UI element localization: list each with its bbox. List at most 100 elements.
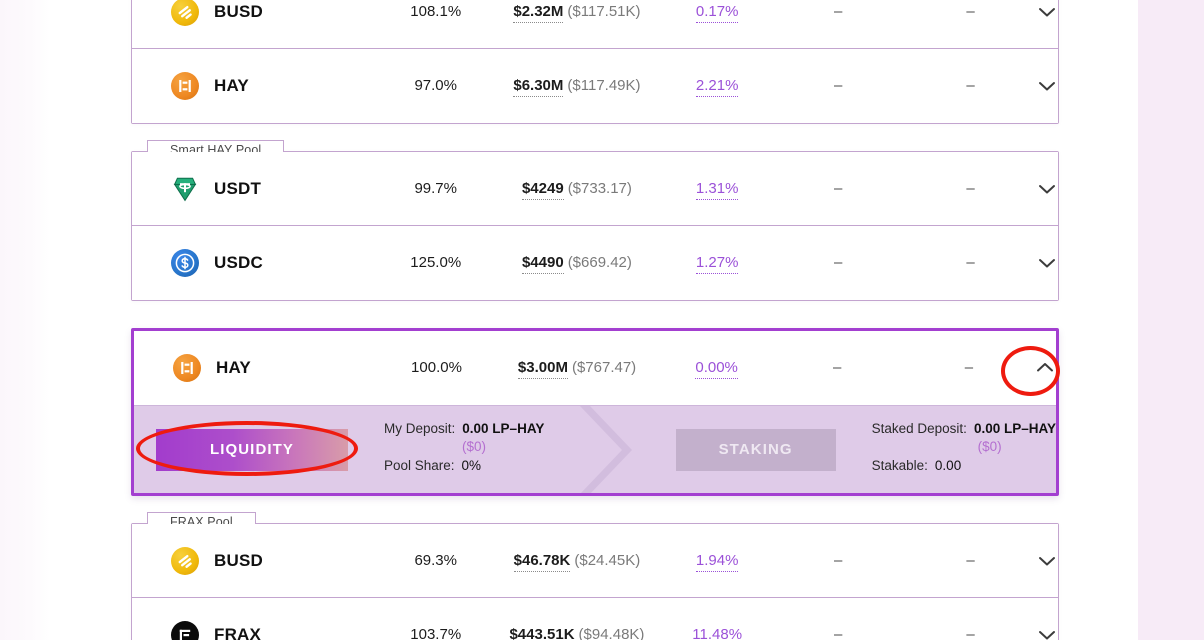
utilization-cell: 125.0%	[381, 254, 491, 272]
apy-cell: 11.48%	[663, 626, 771, 640]
empty-value: –	[834, 179, 843, 197]
expand-toggle[interactable]	[1036, 1, 1058, 23]
pool-size-value[interactable]: $2.32M	[513, 2, 564, 23]
pool-size-value[interactable]: $3.00M	[517, 359, 568, 379]
pool-size-cell: $6.30M ($117.49K)	[491, 77, 663, 97]
stakable-row: Stakable: 0.00	[872, 459, 1056, 473]
chevron-down-icon[interactable]	[1036, 75, 1058, 97]
pool-share-row: Pool Share: 0%	[384, 459, 544, 473]
chevron-up-icon[interactable]	[1034, 357, 1056, 379]
apy-value[interactable]: 2.21%	[695, 77, 739, 97]
apy-cell: 0.17%	[663, 2, 771, 23]
reward-cell-2: –	[905, 626, 1036, 640]
empty-value: –	[966, 626, 975, 640]
utilization-cell: 97.0%	[381, 77, 491, 95]
expand-toggle[interactable]	[1036, 624, 1058, 640]
pool-size-secondary: ($117.51K)	[567, 2, 641, 20]
pool-size-value[interactable]: $443.51K	[509, 626, 575, 640]
my-deposit-value: 0.00 LP–HAY	[462, 420, 545, 436]
pool-card: Smart HAY Pool USDT 99.7% $4249 ($733.17) 1.3…	[131, 140, 1059, 301]
pool-size-secondary: ($733.17)	[567, 179, 632, 197]
staking-button[interactable]: STAKING	[675, 428, 836, 471]
asset-row[interactable]: FRAX 103.7% $443.51K ($94.48K) 11.48% – –	[132, 598, 1058, 640]
page-right-gutter	[1138, 0, 1204, 640]
utilization-value: 103.7%	[410, 626, 462, 640]
asset-row[interactable]: BUSD 108.1% $2.32M ($117.51K) 0.17% – –	[132, 0, 1058, 49]
staked-deposit-label: Staked Deposit:	[871, 420, 967, 436]
pool-size-value[interactable]: $46.78K	[513, 551, 571, 572]
apy-value[interactable]: 0.00%	[695, 359, 738, 379]
utilization-value: 69.3%	[414, 551, 457, 569]
empty-value: –	[832, 359, 842, 376]
expand-toggle[interactable]	[1036, 550, 1058, 572]
reward-cell-1: –	[771, 180, 905, 198]
utilization-value: 125.0%	[410, 254, 462, 271]
reward-cell-1: –	[771, 77, 905, 95]
chevron-down-icon[interactable]	[1036, 624, 1058, 640]
empty-value: –	[834, 254, 843, 271]
pool-size-secondary: ($117.49K)	[567, 77, 641, 94]
utilization-value: 99.7%	[414, 179, 457, 197]
utilization-value: 100.0%	[411, 359, 462, 376]
liquidity-stats: My Deposit: 0.00 LP–HAY ($0) Pool Share: 0%	[384, 422, 544, 478]
reward-cell-2: –	[905, 552, 1036, 570]
page-left-gutter	[0, 0, 50, 640]
pool-size-value[interactable]: $6.30M	[513, 77, 564, 97]
asset-cell: BUSD	[132, 0, 381, 26]
liquidity-button[interactable]: LIQUIDITY	[156, 428, 348, 471]
expand-toggle[interactable]	[1036, 178, 1058, 200]
expand-toggle[interactable]	[1034, 357, 1056, 379]
reward-cell-1: –	[771, 626, 905, 640]
asset-name: BUSD	[214, 1, 263, 21]
apy-cell: 1.31%	[663, 179, 771, 200]
pool-size-value[interactable]: $4249	[521, 179, 564, 200]
busd-coin-icon	[171, 0, 199, 26]
apy-value[interactable]: 1.31%	[695, 179, 739, 200]
asset-cell: USDT	[132, 175, 381, 203]
empty-value: –	[834, 626, 843, 640]
utilization-cell: 108.1%	[381, 3, 491, 21]
asset-name: USDC	[214, 253, 263, 272]
apy-cell: 0.00%	[663, 359, 771, 379]
reward-cell-2: –	[904, 359, 1034, 377]
asset-cell: HAY	[134, 354, 382, 382]
empty-value: –	[834, 77, 843, 94]
asset-row[interactable]: USDC 125.0% $4490 ($669.42) 1.27% – –	[132, 226, 1058, 300]
chevron-down-icon[interactable]	[1036, 252, 1058, 274]
my-deposit-row: My Deposit: 0.00 LP–HAY	[384, 422, 544, 436]
asset-cell: FRAX	[132, 621, 381, 640]
pool-size-cell: $2.32M ($117.51K)	[491, 2, 663, 23]
apy-value[interactable]: 0.17%	[695, 2, 739, 23]
empty-value: –	[966, 551, 975, 569]
asset-name: USDT	[214, 178, 262, 198]
reward-cell-2: –	[905, 254, 1036, 272]
utilization-cell: 100.0%	[382, 359, 492, 377]
utilization-cell: 99.7%	[381, 180, 491, 198]
chevron-down-icon[interactable]	[1036, 550, 1058, 572]
pool-size-value[interactable]: $4490	[521, 254, 564, 274]
apy-value[interactable]: 11.48%	[692, 626, 743, 640]
apy-cell: 1.94%	[663, 551, 771, 572]
pool-size-cell: $46.78K ($24.45K)	[491, 551, 663, 572]
pool-size-cell: $4490 ($669.42)	[491, 254, 663, 274]
asset-row[interactable]: BUSD 69.3% $46.78K ($24.45K) 1.94% – –	[132, 524, 1058, 598]
empty-value: –	[834, 551, 843, 569]
expand-toggle[interactable]	[1036, 75, 1058, 97]
asset-row[interactable]: HAY 97.0% $6.30M ($117.49K) 2.21% – –	[132, 49, 1058, 123]
chevron-down-icon[interactable]	[1036, 178, 1058, 200]
apy-value[interactable]: 1.94%	[695, 551, 739, 572]
asset-cell: USDC	[132, 249, 381, 277]
asset-row[interactable]: HAY 100.0% $3.00M ($767.47) 0.00% – –	[134, 331, 1056, 405]
pool-card-expanded: HAY 100.0% $3.00M ($767.47) 0.00% – – LIQUIDITY…	[131, 328, 1059, 496]
asset-cell: BUSD	[132, 546, 381, 575]
apy-cell: 2.21%	[663, 77, 771, 97]
reward-cell-1: –	[771, 254, 905, 272]
usdt-coin-icon	[171, 175, 199, 203]
reward-cell-2: –	[905, 180, 1036, 198]
expand-toggle[interactable]	[1036, 252, 1058, 274]
chevron-down-icon[interactable]	[1036, 1, 1058, 23]
asset-row[interactable]: USDT 99.7% $4249 ($733.17) 1.31% – –	[132, 152, 1058, 226]
hay-coin-icon	[171, 72, 199, 100]
apy-value[interactable]: 1.27%	[695, 254, 739, 274]
